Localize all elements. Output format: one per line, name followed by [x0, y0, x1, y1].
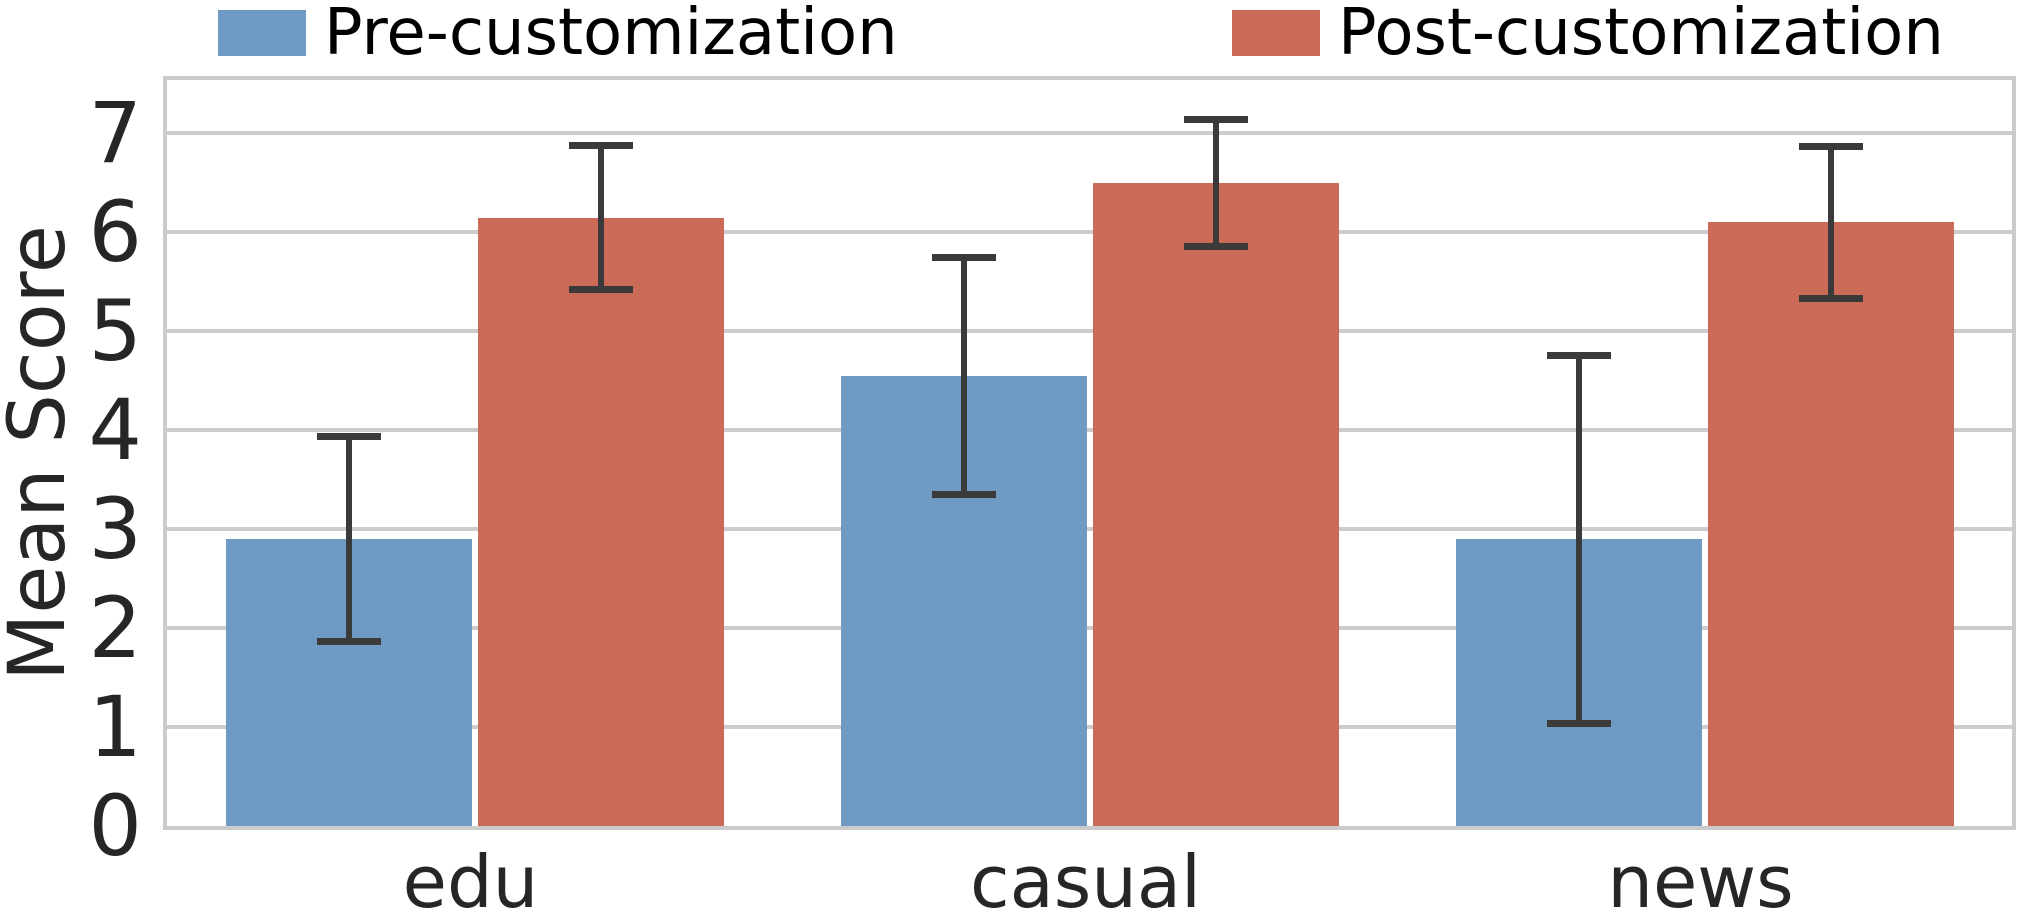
legend-item-pre: Pre-customization — [218, 0, 898, 66]
x-tick-casual: casual — [970, 840, 1201, 924]
error-bar-stem — [345, 436, 352, 642]
bar-post-customization-news — [1707, 222, 1954, 826]
error-bar-cap — [316, 638, 381, 646]
error-bar-cap — [1183, 242, 1248, 250]
error-bar-cap — [1546, 351, 1611, 359]
y-tick-7: 7 — [88, 84, 142, 183]
bar-post-customization-casual — [1092, 182, 1339, 826]
error-bar-cap — [1798, 142, 1863, 150]
y-tick-5: 5 — [88, 282, 142, 381]
gridline-y2 — [167, 626, 2012, 631]
legend-swatch-pre-customization — [218, 10, 306, 56]
legend-label-pre-customization: Pre-customization — [324, 0, 898, 70]
error-bar-cap — [1546, 719, 1611, 727]
error-bar-cap — [1183, 116, 1248, 124]
error-bar-stem — [1827, 146, 1834, 299]
y-tick-0: 0 — [88, 777, 142, 875]
y-tick-6: 6 — [88, 183, 142, 282]
gridline-y7 — [167, 131, 2012, 136]
legend-item-post: Post-customization — [1232, 0, 1944, 66]
error-bar-stem — [1575, 355, 1582, 724]
error-bar-stem — [1212, 119, 1219, 247]
gridline-y6 — [167, 230, 2012, 235]
y-tick-4: 4 — [88, 381, 142, 480]
x-tick-edu: edu — [402, 840, 539, 924]
y-tick-1: 1 — [88, 678, 142, 777]
gridline-y4 — [167, 428, 2012, 433]
y-tick-3: 3 — [88, 480, 142, 579]
gridline-y1 — [167, 725, 2012, 730]
legend-swatch-post-customization — [1232, 10, 1320, 56]
error-bar-stem — [597, 145, 604, 290]
y-tick-2: 2 — [88, 579, 142, 678]
gridline-y5 — [167, 329, 2012, 334]
error-bar-cap — [316, 432, 381, 440]
error-bar-cap — [1798, 295, 1863, 303]
error-bar-stem — [960, 257, 967, 495]
plot-area — [163, 76, 2016, 830]
x-tick-news: news — [1607, 840, 1794, 924]
gridline-y3 — [167, 527, 2012, 532]
error-bar-cap — [931, 253, 996, 261]
legend-label-post-customization: Post-customization — [1338, 0, 1944, 70]
error-bar-cap — [931, 491, 996, 499]
error-bar-cap — [568, 141, 633, 149]
error-bar-cap — [568, 286, 633, 294]
bar-post-customization-edu — [477, 217, 724, 826]
